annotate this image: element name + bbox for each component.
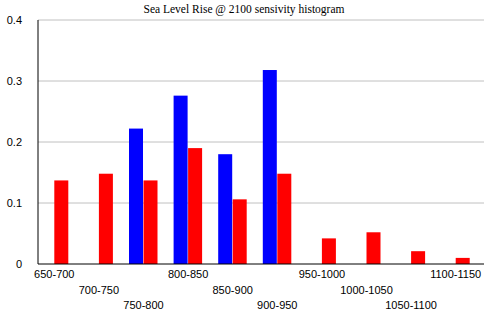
bar (367, 232, 381, 264)
bars (54, 70, 469, 264)
bar (322, 238, 336, 264)
bar (54, 180, 68, 264)
grid-line (38, 20, 484, 21)
y-tick-label: 0 (16, 258, 22, 270)
y-axis (38, 20, 39, 264)
x-tick-label: 850-900 (213, 284, 253, 296)
x-tick-label: 1100-1150 (430, 268, 481, 280)
grid-line (38, 81, 484, 82)
bar (99, 174, 113, 264)
bar (174, 96, 188, 264)
title: Sea Level Rise @ 2100 sensivity histogra… (144, 3, 345, 16)
bar (144, 180, 158, 264)
bar (456, 258, 470, 264)
x-tick-label: 700-750 (79, 284, 119, 296)
y-tick-label: 0.2 (7, 136, 22, 148)
grid-line (38, 142, 484, 143)
bar (263, 70, 277, 264)
bar (233, 199, 247, 264)
bar (218, 154, 232, 264)
y-tick-label: 0.4 (7, 14, 22, 26)
bar (129, 129, 143, 264)
x-tick-label: 1000-1050 (340, 284, 393, 296)
bar (277, 174, 291, 264)
x-tick-label: 650-700 (34, 268, 74, 280)
bar (411, 251, 425, 264)
x-tick-label: 750-800 (123, 299, 163, 311)
x-tick-label: 1050-1100 (385, 299, 437, 311)
x-tick-label: 950-1000 (299, 268, 346, 280)
y-tick-label: 0.1 (7, 197, 22, 209)
x-tick-label: 800-850 (168, 268, 208, 280)
chart: Sea Level Rise @ 2100 sensivity histogra… (0, 0, 488, 317)
x-axis (38, 264, 484, 265)
bar (188, 148, 202, 264)
y-tick-label: 0.3 (7, 75, 22, 87)
x-tick-label: 900-950 (257, 299, 297, 311)
